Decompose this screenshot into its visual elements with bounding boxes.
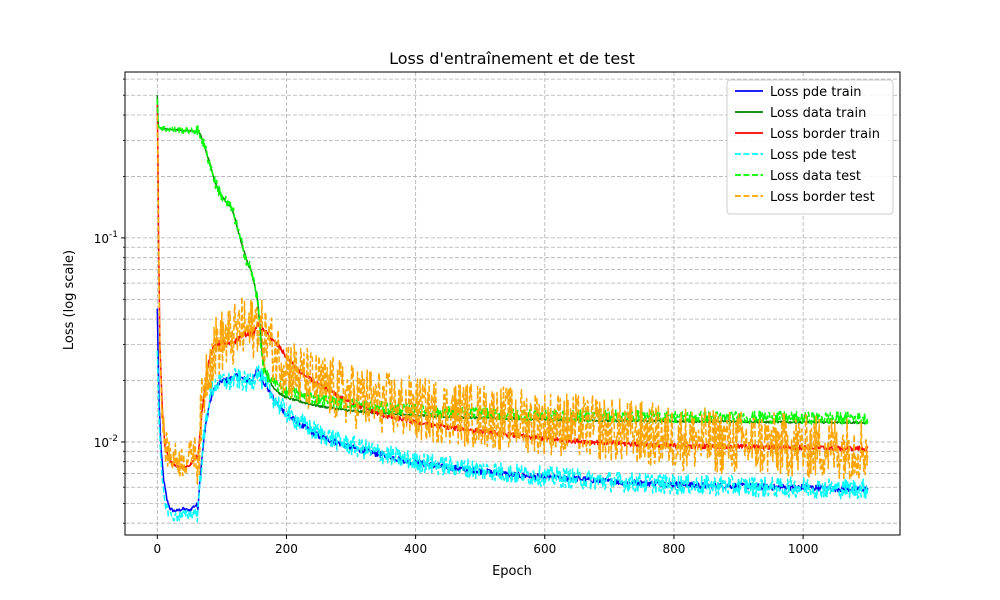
- legend-label: Loss data test: [770, 169, 861, 184]
- legend: Loss pde train Loss data train Loss border…: [726, 79, 894, 215]
- y-tick-label: 10-2: [94, 434, 118, 450]
- legend-label: Loss border train: [770, 127, 880, 142]
- x-axis-label: Epoch: [492, 564, 532, 579]
- x-tick-label: 0: [153, 542, 161, 556]
- x-tick-label: 600: [533, 542, 556, 556]
- series-line-loss-border-test: [156, 115, 869, 485]
- series-line-loss-data-test: [156, 98, 869, 425]
- series-line-loss-pde-test: [156, 350, 869, 523]
- x-tick-label: 400: [404, 542, 427, 556]
- legend-box: [726, 79, 894, 215]
- legend-label: Loss border test: [770, 190, 875, 205]
- legend-label: Loss pde train: [770, 85, 862, 100]
- y-axis-label: Loss (log scale): [62, 250, 77, 350]
- plot-area: [156, 95, 869, 523]
- x-axis: 0 200 400 600 800 1000: [153, 535, 818, 556]
- x-tick-label: 1000: [788, 542, 819, 556]
- x-tick-label: 800: [663, 542, 686, 556]
- x-tick-label: 200: [275, 542, 298, 556]
- chart-title: Loss d'entraînement et de test: [389, 49, 635, 68]
- y-tick-label: 10-1: [94, 230, 118, 246]
- y-axis: 10-2 10-1: [94, 78, 125, 524]
- plot-frame: [124, 71, 901, 536]
- legend-label: Loss pde test: [770, 148, 856, 163]
- legend-label: Loss data train: [770, 106, 866, 121]
